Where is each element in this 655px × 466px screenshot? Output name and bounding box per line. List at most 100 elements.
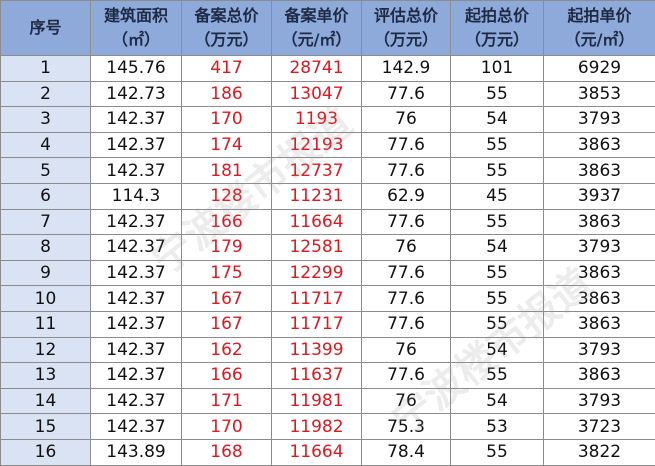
cell-starting-unit-price: 3822	[544, 439, 655, 465]
cell-filed-unit-price: 12193	[272, 132, 362, 158]
cell-starting-total-price: 55	[451, 286, 544, 312]
header-text: （元/㎡）	[544, 28, 655, 52]
header-text: （万元）	[451, 28, 543, 52]
cell-filed-total-price: 166	[182, 363, 272, 389]
cell-appraised-total-price: 77.6	[362, 363, 451, 389]
cell-filed-total-price: 171	[182, 388, 272, 414]
cell-appraised-total-price: 77.6	[362, 81, 451, 107]
cell-floor-area: 142.37	[91, 107, 182, 133]
cell-starting-total-price: 55	[451, 260, 544, 286]
cell-filed-unit-price: 11231	[272, 183, 362, 209]
cell-filed-unit-price: 28741	[272, 56, 362, 82]
cell-starting-unit-price: 3863	[544, 286, 655, 312]
cell-starting-unit-price: 3863	[544, 311, 655, 337]
header-text: 序号	[1, 16, 90, 40]
header-filed-unit-price: 备案单价（元/㎡）	[272, 1, 362, 56]
cell-appraised-total-price: 78.4	[362, 439, 451, 465]
cell-starting-total-price: 55	[451, 439, 544, 465]
cell-filed-unit-price: 11982	[272, 414, 362, 440]
cell-index: 1	[1, 56, 91, 82]
cell-index: 10	[1, 286, 91, 312]
cell-filed-total-price: 179	[182, 235, 272, 261]
cell-starting-unit-price: 3863	[544, 363, 655, 389]
cell-filed-unit-price: 13047	[272, 81, 362, 107]
cell-starting-total-price: 45	[451, 183, 544, 209]
cell-index: 13	[1, 363, 91, 389]
cell-floor-area: 142.37	[91, 209, 182, 235]
header-text: （元/㎡）	[272, 28, 361, 52]
header-text: 起拍总价	[451, 4, 543, 28]
cell-floor-area: 142.37	[91, 132, 182, 158]
cell-starting-total-price: 101	[451, 56, 544, 82]
cell-floor-area: 142.37	[91, 235, 182, 261]
header-text: 建筑面积	[91, 4, 181, 28]
cell-filed-unit-price: 11981	[272, 388, 362, 414]
cell-index: 14	[1, 388, 91, 414]
cell-filed-unit-price: 12737	[272, 158, 362, 184]
cell-filed-total-price: 417	[182, 56, 272, 82]
cell-appraised-total-price: 76	[362, 337, 451, 363]
cell-index: 6	[1, 183, 91, 209]
cell-floor-area: 142.37	[91, 388, 182, 414]
cell-filed-total-price: 167	[182, 311, 272, 337]
header-row: 序号建筑面积（㎡）备案总价（万元）备案单价（元/㎡）评估总价（万元）起拍总价（万…	[1, 1, 655, 56]
header-text: 起拍单价	[544, 4, 655, 28]
cell-filed-total-price: 170	[182, 414, 272, 440]
cell-starting-unit-price: 3793	[544, 107, 655, 133]
cell-starting-total-price: 54	[451, 337, 544, 363]
cell-index: 7	[1, 209, 91, 235]
header-text: （万元）	[182, 28, 271, 52]
cell-starting-unit-price: 3937	[544, 183, 655, 209]
cell-floor-area: 143.89	[91, 439, 182, 465]
header-text: （㎡）	[91, 28, 181, 52]
cell-starting-unit-price: 6929	[544, 56, 655, 82]
cell-appraised-total-price: 77.6	[362, 286, 451, 312]
cell-floor-area: 142.37	[91, 337, 182, 363]
cell-starting-unit-price: 3853	[544, 81, 655, 107]
cell-filed-total-price: 170	[182, 107, 272, 133]
cell-filed-unit-price: 12581	[272, 235, 362, 261]
cell-starting-total-price: 54	[451, 235, 544, 261]
cell-starting-total-price: 55	[451, 311, 544, 337]
cell-filed-total-price: 168	[182, 439, 272, 465]
cell-index: 16	[1, 439, 91, 465]
cell-starting-total-price: 55	[451, 363, 544, 389]
cell-filed-total-price: 167	[182, 286, 272, 312]
cell-appraised-total-price: 142.9	[362, 56, 451, 82]
cell-filed-unit-price: 11637	[272, 363, 362, 389]
header-text: 备案单价	[272, 4, 361, 28]
cell-index: 4	[1, 132, 91, 158]
cell-filed-unit-price: 11717	[272, 286, 362, 312]
cell-filed-total-price: 166	[182, 209, 272, 235]
cell-filed-unit-price: 11664	[272, 209, 362, 235]
cell-floor-area: 145.76	[91, 56, 182, 82]
cell-filed-unit-price: 11399	[272, 337, 362, 363]
cell-starting-unit-price: 3863	[544, 209, 655, 235]
cell-index: 15	[1, 414, 91, 440]
cell-index: 11	[1, 311, 91, 337]
cell-appraised-total-price: 76	[362, 388, 451, 414]
cell-floor-area: 114.3	[91, 183, 182, 209]
cell-filed-unit-price: 12299	[272, 260, 362, 286]
cell-starting-total-price: 54	[451, 388, 544, 414]
cell-index: 8	[1, 235, 91, 261]
cell-floor-area: 142.37	[91, 363, 182, 389]
cell-appraised-total-price: 77.6	[362, 132, 451, 158]
header-index: 序号	[1, 1, 91, 56]
cell-filed-unit-price: 11717	[272, 311, 362, 337]
cell-appraised-total-price: 75.3	[362, 414, 451, 440]
cell-starting-unit-price: 3863	[544, 260, 655, 286]
header-filed-total-price: 备案总价（万元）	[182, 1, 272, 56]
cell-filed-total-price: 162	[182, 337, 272, 363]
cell-filed-total-price: 181	[182, 158, 272, 184]
